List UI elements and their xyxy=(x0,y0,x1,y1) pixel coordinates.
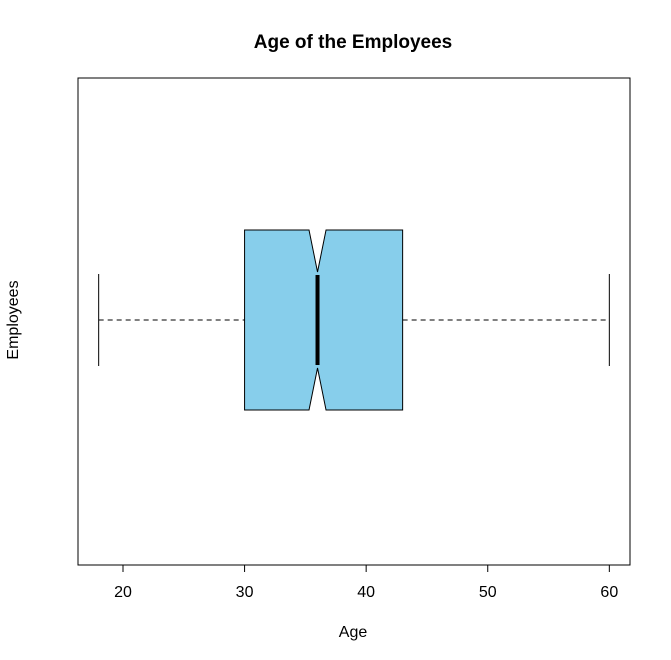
x-tick-label: 40 xyxy=(357,584,375,601)
plot-area-frame xyxy=(77,77,631,566)
x-tick-label: 50 xyxy=(479,584,497,601)
x-axis-label: Age xyxy=(339,624,368,641)
x-tick-label: 60 xyxy=(600,584,618,601)
notched-box xyxy=(244,229,404,411)
y-axis-label: Employees xyxy=(5,280,22,359)
chart-title: Age of the Employees xyxy=(254,32,453,53)
box-and-whisker xyxy=(98,229,610,411)
x-tick-label: 30 xyxy=(236,584,254,601)
x-axis: 20 30 40 50 60 xyxy=(114,565,618,601)
x-tick-label: 20 xyxy=(114,584,132,601)
